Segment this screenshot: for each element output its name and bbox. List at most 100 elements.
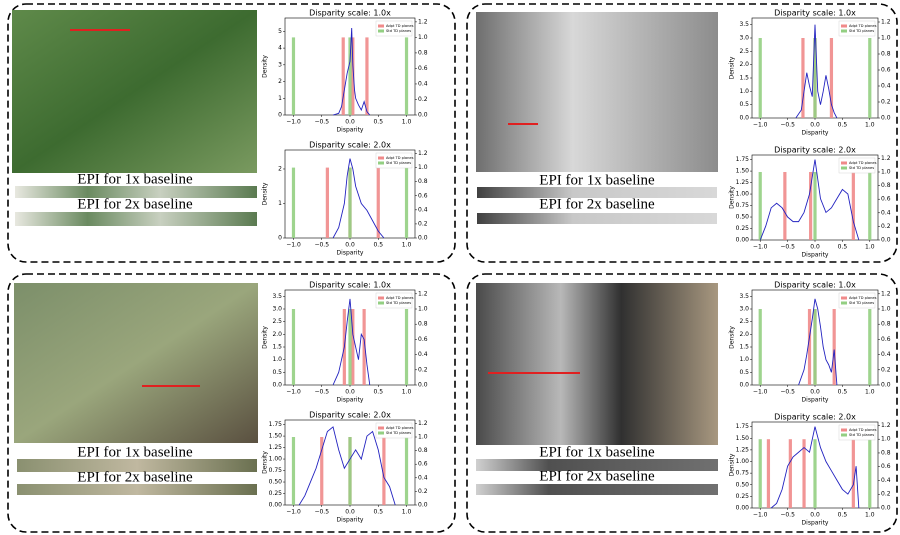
x-tick-label: 0.5	[373, 509, 383, 516]
legend-swatch	[841, 30, 847, 33]
y-tick-label: 0.50	[269, 479, 283, 486]
y2-tick-label: 1.2	[881, 19, 891, 26]
y-tick-label: 0.0	[739, 382, 749, 389]
x-tick-label: 0.0	[810, 122, 820, 129]
x-axis-label: Disparity	[802, 252, 829, 259]
y-tick-label: 5	[278, 28, 282, 35]
y2-tick-label: 0.4	[881, 83, 891, 90]
x-tick-label: 0.0	[810, 389, 820, 396]
y-tick-label: 2.5	[739, 318, 749, 325]
y-tick-label: 2.5	[272, 318, 282, 325]
legend-label: Adpt TD planes	[386, 24, 414, 28]
y2-tick-label: 1.2	[418, 420, 428, 427]
td-plane-bar	[405, 437, 408, 505]
td-plane-bar	[852, 172, 855, 240]
y2-tick-label: 1.2	[418, 150, 428, 157]
epi-strip	[477, 213, 717, 224]
y2-tick-label: 0.6	[881, 67, 891, 74]
y-tick-label: 0.50	[736, 481, 750, 488]
y-axis-label: Density	[262, 451, 269, 474]
td-plane-bar	[348, 437, 351, 505]
legend-label: Adpt TD planes	[849, 161, 877, 165]
y2-tick-label: 1.0	[881, 306, 891, 313]
legend-label: Std TD planes	[849, 301, 874, 305]
legend-label: Std TD planes	[849, 166, 874, 170]
x-axis-label: Disparity	[337, 517, 364, 524]
y2-tick-label: 0.4	[418, 206, 428, 213]
x-tick-label: −0.5	[314, 242, 329, 249]
x-tick-label: 1.0	[402, 509, 412, 516]
y-tick-label: 2.0	[739, 61, 749, 68]
x-tick-label: −0.5	[314, 389, 329, 396]
y-tick-label: 0.5	[739, 101, 749, 108]
y2-tick-label: 0.2	[418, 488, 428, 495]
legend-swatch	[841, 167, 847, 170]
x-tick-label: −1.0	[286, 119, 301, 126]
y-tick-label: 2.5	[739, 48, 749, 55]
y2-tick-label: 0.0	[881, 237, 891, 244]
legend-swatch	[378, 162, 384, 165]
y-tick-label: 3	[278, 61, 282, 68]
y-tick-label: 1.00	[736, 191, 750, 198]
td-plane-bar	[868, 439, 871, 508]
td-plane-bar	[813, 172, 816, 240]
y-tick-label: 1.0	[272, 356, 282, 363]
x-tick-label: −1.0	[753, 244, 768, 251]
photo	[12, 10, 257, 173]
x-tick-label: 0.0	[345, 509, 355, 516]
y2-tick-label: 0.0	[418, 235, 428, 242]
y-tick-label: 0.25	[269, 490, 283, 497]
y2-tick-label: 0.2	[418, 96, 428, 103]
x-tick-label: 0.5	[373, 242, 383, 249]
td-plane-bar	[813, 439, 816, 508]
y-tick-label: 0.75	[736, 202, 750, 209]
td-plane-bar	[813, 309, 816, 385]
chart-title: Disparity scale: 1.0x	[309, 281, 391, 290]
x-tick-label: 0.0	[345, 242, 355, 249]
td-plane-bar	[405, 309, 408, 385]
td-plane-bar	[348, 168, 351, 238]
y2-tick-label: 0.0	[881, 382, 891, 389]
x-axis-label: Disparity	[802, 130, 829, 137]
legend-swatch	[841, 25, 847, 28]
y2-tick-label: 0.0	[881, 115, 891, 122]
legend-label: Std TD planes	[386, 301, 411, 305]
y-tick-label: 0.00	[269, 502, 283, 509]
epi-label: EPI for 1x baseline	[77, 171, 193, 187]
y-tick-label: 0.00	[736, 505, 750, 512]
y-tick-label: 3.0	[739, 306, 749, 313]
x-axis-label: Disparity	[337, 397, 364, 404]
chart-title: Disparity scale: 2.0x	[309, 141, 391, 150]
y-axis-label: Density	[729, 186, 736, 209]
y2-tick-label: 1.2	[881, 155, 891, 162]
y2-tick-label: 0.2	[881, 366, 891, 373]
y-tick-label: 3.0	[739, 35, 749, 42]
x-tick-label: −0.5	[780, 244, 795, 251]
legend-label: Std TD planes	[386, 29, 411, 33]
epi-label: EPI for 1x baseline	[539, 444, 655, 460]
y-tick-label: 1.00	[269, 456, 283, 463]
y2-tick-label: 0.4	[418, 80, 428, 87]
x-tick-label: 0.5	[838, 122, 848, 129]
y-tick-label: 1.50	[736, 168, 750, 175]
td-plane-bar	[365, 37, 368, 115]
y-tick-label: 3.5	[739, 293, 749, 300]
y-tick-label: 3.5	[739, 21, 749, 28]
x-axis-label: Disparity	[337, 250, 364, 257]
td-plane-bar	[852, 439, 855, 508]
y2-tick-label: 0.8	[418, 321, 428, 328]
legend-label: Adpt TD planes	[386, 296, 414, 300]
y-tick-label: 3.5	[272, 293, 282, 300]
y-tick-label: 0.5	[739, 369, 749, 376]
y-tick-label: 0.0	[739, 115, 749, 122]
legend-swatch	[841, 162, 847, 165]
epi-strip	[15, 212, 257, 226]
legend-swatch	[378, 427, 384, 430]
epi-label: EPI for 2x baseline	[77, 469, 193, 485]
y2-tick-label: 1.2	[881, 290, 891, 297]
y-tick-label: 3.0	[272, 306, 282, 313]
x-tick-label: −1.0	[753, 122, 768, 129]
chart-title: Disparity scale: 1.0x	[309, 9, 391, 18]
photo	[476, 283, 718, 445]
y-tick-label: 1.00	[736, 458, 750, 465]
